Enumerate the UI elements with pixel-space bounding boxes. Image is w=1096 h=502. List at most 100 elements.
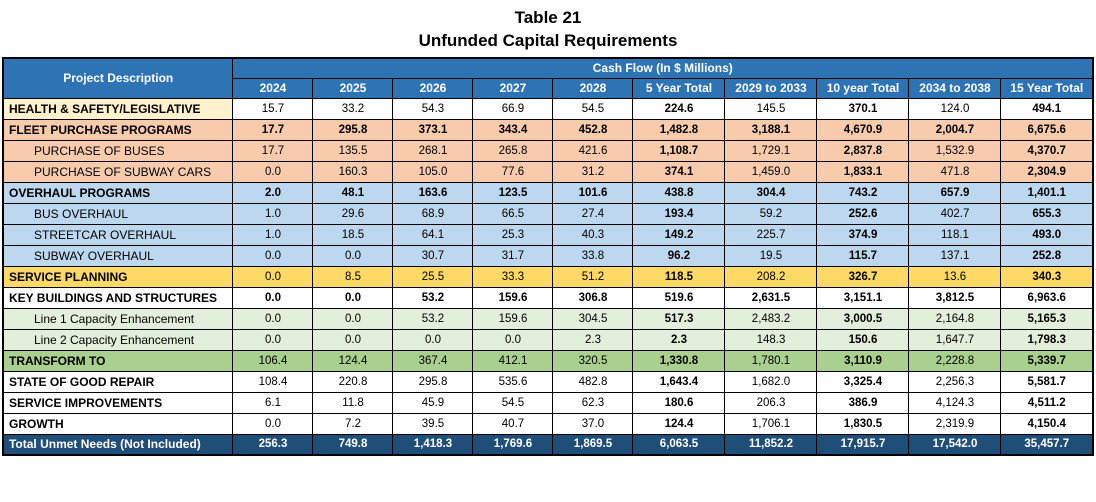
row-label: STATE OF GOOD REPAIR [2,370,234,393]
value-cell: 3,151.1 [816,286,910,309]
value-cell: 0.0 [312,307,394,330]
value-cell: 256.3 [232,433,314,456]
value-cell: 225.7 [724,223,818,246]
value-cell: 4,370.7 [1000,139,1094,162]
table-row: Line 2 Capacity Enhancement 0.0 0.0 0.0 0.0 2… [2,328,1094,351]
table-row: Total Unmet Needs (Not Included) 256.3 749… [2,433,1094,456]
value-cell: 148.3 [724,328,818,351]
value-cell: 3,812.5 [908,286,1002,309]
value-cell: 31.2 [552,160,634,183]
value-cell: 5,581.7 [1000,370,1094,393]
value-cell: 1,532.9 [908,139,1002,162]
value-cell: 193.4 [632,202,726,225]
value-cell: 374.1 [632,160,726,183]
table-row: STREETCAR OVERHAUL 1.0 18.5 64.1 25.3 40.3 149… [2,223,1094,246]
value-cell: 268.1 [392,139,474,162]
value-cell: 11,852.2 [724,433,818,456]
value-cell: 657.9 [908,181,1002,204]
column-header-2027: 2027 [472,77,554,99]
value-cell: 54.3 [392,97,474,120]
value-cell: 40.3 [552,223,634,246]
value-cell: 124.4 [312,349,394,372]
value-cell: 160.3 [312,160,394,183]
value-cell: 749.8 [312,433,394,456]
table-row: SERVICE PLANNING 0.0 8.5 25.5 33.3 51.2 118.5 2… [2,265,1094,288]
value-cell: 2.0 [232,181,314,204]
column-header-2034-to-2038: 2034 to 2038 [908,77,1002,99]
value-cell: 39.5 [392,412,474,435]
value-cell: 370.1 [816,97,910,120]
unfunded-capital-requirements-table: Project Description Cash Flow (In $ Mill… [1,57,1094,456]
value-cell: 145.5 [724,97,818,120]
value-cell: 15.7 [232,97,314,120]
value-cell: 252.6 [816,202,910,225]
row-label: OVERHAUL PROGRAMS [2,181,234,204]
value-cell: 51.2 [552,265,634,288]
value-cell: 4,124.3 [908,391,1002,414]
row-label: SERVICE PLANNING [2,265,234,288]
value-cell: 0.0 [232,265,314,288]
value-cell: 1,833.1 [816,160,910,183]
value-cell: 11.8 [312,391,394,414]
value-cell: 5,165.3 [1000,307,1094,330]
value-cell: 68.9 [392,202,474,225]
value-cell: 0.0 [312,244,394,267]
value-cell: 1,418.3 [392,433,474,456]
value-cell: 31.7 [472,244,554,267]
value-cell: 0.0 [232,328,314,351]
value-cell: 19.5 [724,244,818,267]
value-cell: 59.2 [724,202,818,225]
value-cell: 4,511.2 [1000,391,1094,414]
value-cell: 1,108.7 [632,139,726,162]
value-cell: 77.6 [472,160,554,183]
value-cell: 471.8 [908,160,1002,183]
value-cell: 519.6 [632,286,726,309]
row-label: GROWTH [2,412,234,435]
value-cell: 33.3 [472,265,554,288]
value-cell: 66.9 [472,97,554,120]
value-cell: 0.0 [392,328,474,351]
value-cell: 1,869.5 [552,433,634,456]
table-row: KEY BUILDINGS AND STRUCTURES 0.0 0.0 53.2 15… [2,286,1094,309]
value-cell: 17.7 [232,118,314,141]
value-cell: 252.8 [1000,244,1094,267]
row-label: Line 2 Capacity Enhancement [2,328,234,351]
value-cell: 54.5 [552,97,634,120]
column-header-15-year-total: 15 Year Total [1000,77,1094,99]
table-row: PURCHASE OF BUSES 17.7 135.5 268.1 265.8 421.… [2,139,1094,162]
project-description-header: Project Description [2,57,234,99]
value-cell: 743.2 [816,181,910,204]
value-cell: 1,647.7 [908,328,1002,351]
value-cell: 412.1 [472,349,554,372]
value-cell: 1,682.0 [724,370,818,393]
value-cell: 494.1 [1000,97,1094,120]
value-cell: 0.0 [232,307,314,330]
table-row: SERVICE IMPROVEMENTS 6.1 11.8 45.9 54.5 62.3 1… [2,391,1094,414]
value-cell: 386.9 [816,391,910,414]
value-cell: 3,325.4 [816,370,910,393]
value-cell: 1,769.6 [472,433,554,456]
value-cell: 1,706.1 [724,412,818,435]
value-cell: 2,483.2 [724,307,818,330]
page: Table 21 Unfunded Capital Requirements P… [1,8,1094,456]
row-label: Total Unmet Needs (Not Included) [2,433,234,456]
value-cell: 53.2 [392,307,474,330]
value-cell: 340.3 [1000,265,1094,288]
value-cell: 6,063.5 [632,433,726,456]
value-cell: 0.0 [232,286,314,309]
value-cell: 29.6 [312,202,394,225]
column-header-2024: 2024 [232,77,314,99]
value-cell: 374.9 [816,223,910,246]
title-line2: Unfunded Capital Requirements [418,31,678,50]
value-cell: 2,319.9 [908,412,1002,435]
table-row: FLEET PURCHASE PROGRAMS 17.7 295.8 373.1 343… [2,118,1094,141]
table-row: HEALTH & SAFETY/LEGISLATIVE 15.7 33.2 54.3 6… [2,97,1094,120]
value-cell: 1,830.5 [816,412,910,435]
value-cell: 1,482.8 [632,118,726,141]
value-cell: 30.7 [392,244,474,267]
value-cell: 2.3 [632,328,726,351]
value-cell: 37.0 [552,412,634,435]
value-cell: 1,729.1 [724,139,818,162]
table-row: OVERHAUL PROGRAMS 2.0 48.1 163.6 123.5 101.6 4… [2,181,1094,204]
value-cell: 3,110.9 [816,349,910,372]
